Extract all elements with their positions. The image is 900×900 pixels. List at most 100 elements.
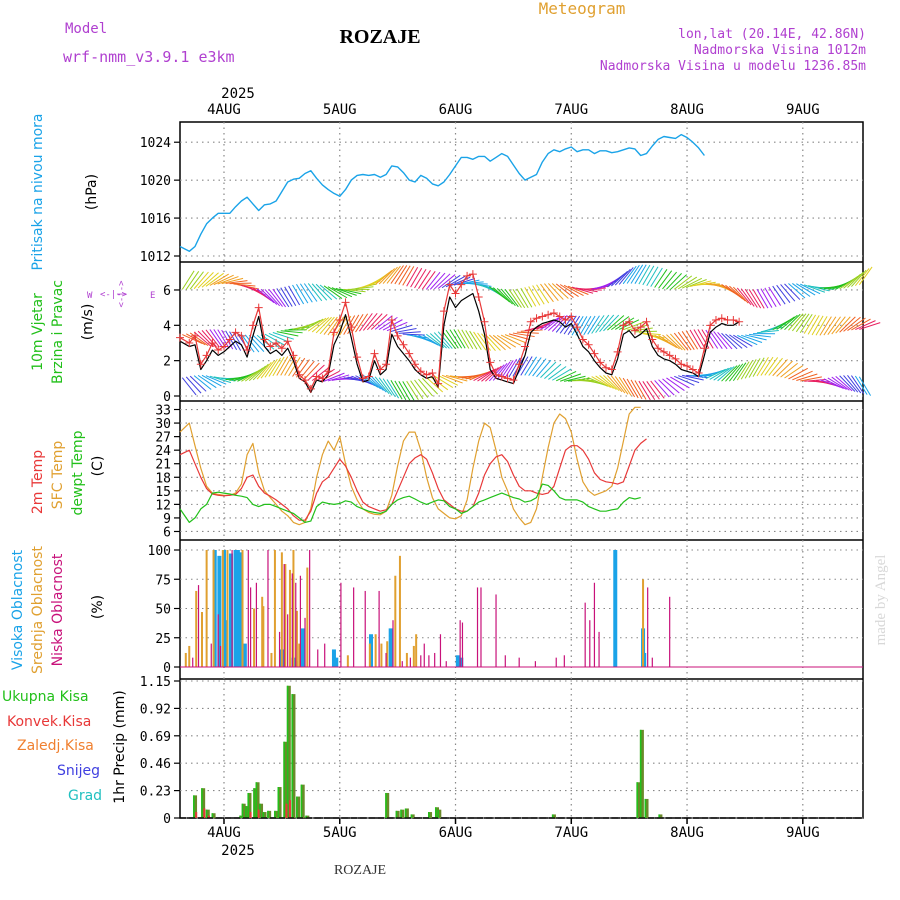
cloud-low-bar	[518, 657, 520, 667]
precip-total-edge	[211, 813, 214, 818]
wind-arrow	[233, 283, 256, 287]
precip-total-edge	[658, 814, 661, 818]
y-tick-label: 1016	[140, 212, 171, 227]
precip-total-bar	[255, 782, 260, 818]
wind-gust-marker	[544, 310, 553, 319]
top-day-label: 7AUG	[554, 102, 588, 118]
wind-arrow	[662, 378, 680, 394]
wind-gust-marker	[578, 335, 587, 344]
footer-station: ROZAJE	[334, 863, 386, 878]
precip-total-edge	[286, 685, 289, 818]
wind-arrow	[847, 271, 864, 288]
wind-arrow	[181, 377, 197, 396]
wind-arrow	[394, 265, 408, 285]
wind-gust-marker	[503, 374, 512, 383]
wind-gust-marker	[526, 317, 535, 326]
wind-gust-marker	[630, 326, 639, 335]
wind-arrow	[851, 269, 867, 287]
wind-arrow	[847, 317, 866, 331]
wind-arrow	[240, 333, 255, 353]
wind-arrow	[418, 334, 439, 346]
wind-arrow	[764, 287, 777, 307]
wind-arrow	[603, 314, 620, 332]
wind-arrow	[355, 313, 369, 333]
cloud-low-bar	[669, 596, 671, 667]
wind-arrow	[748, 289, 762, 309]
cloud-mid-bar	[288, 569, 291, 667]
bottom-day-label: 7AUG	[554, 825, 588, 841]
wind-arrow	[252, 363, 269, 381]
wind-arrow	[551, 315, 568, 332]
wind-gust-marker	[735, 317, 744, 326]
wind-gust-marker	[515, 360, 524, 369]
wind-arrow	[689, 280, 712, 287]
wind-arrow	[654, 269, 668, 288]
wind-arrow	[256, 361, 272, 380]
wind-gust-marker	[306, 384, 315, 393]
wind-arrow	[784, 283, 801, 300]
temp-title-1: 2m Temp	[30, 450, 46, 514]
wind-arrow	[626, 378, 639, 399]
wind-arrow	[705, 368, 726, 379]
cloud-low-bar	[304, 617, 306, 667]
wind-arrow	[654, 380, 670, 398]
wind-arrow	[540, 361, 557, 379]
y-tick-label: 50	[155, 603, 171, 618]
wind-arrow	[410, 380, 424, 400]
cloud-low-bar	[219, 645, 222, 667]
precip-total-bar	[300, 784, 305, 818]
wind-arrow	[548, 366, 567, 380]
wind-arrow	[386, 379, 400, 399]
wind-arrow	[768, 357, 783, 376]
precip-conv-bar	[203, 808, 206, 818]
wind-arrow	[244, 334, 260, 353]
wind-arrow	[756, 329, 779, 334]
wind-arrow	[732, 362, 747, 382]
cloud-low-bar	[428, 655, 430, 667]
wind-arrow	[784, 365, 803, 379]
precip-total-bar	[395, 810, 400, 818]
wind-arrow	[197, 272, 214, 289]
wind-arrow	[280, 356, 293, 376]
wind-arrow	[280, 330, 303, 334]
wind-arrow	[780, 284, 796, 302]
wind-gust-marker	[214, 346, 223, 355]
wind-arrow	[800, 283, 821, 295]
wind-gust-marker	[399, 340, 408, 349]
precip-total-bar	[277, 787, 282, 818]
dewpt-line	[179, 483, 641, 524]
cloud-low-bar	[598, 631, 600, 667]
cloud-mid-bar	[184, 652, 187, 667]
wind-arrow	[823, 316, 837, 336]
precip-total-bar	[305, 815, 310, 818]
wind-arrow	[528, 286, 541, 306]
wind-arrow	[303, 362, 320, 380]
wind-arrow	[504, 334, 526, 344]
precip-legend-conv: Konvek.Kisa	[7, 714, 91, 730]
wind-arrow	[626, 324, 649, 331]
wind-arrow	[776, 360, 793, 377]
y-tick-label: 4	[163, 319, 171, 334]
cloud-low-bar	[247, 550, 249, 667]
wind-arrow	[225, 330, 238, 351]
wind-arrow	[241, 369, 261, 382]
wind-arrow	[725, 364, 741, 382]
precip-total-bar	[274, 810, 279, 818]
wind-arrow	[500, 360, 514, 380]
wind-arrow	[492, 334, 511, 350]
wind-arrow	[351, 286, 374, 290]
wind-arrow	[520, 287, 533, 308]
wind-arrow	[851, 375, 865, 394]
wind-arrow	[217, 329, 230, 349]
wind-arrow	[189, 332, 209, 347]
wind-arrow	[319, 316, 335, 335]
cloud-high-bar	[221, 550, 226, 667]
cloud-low-bar	[434, 652, 436, 667]
wind-arrow	[193, 331, 212, 347]
wind-gust-marker	[474, 293, 483, 302]
wind-arrow	[437, 274, 456, 289]
temp-2m-line	[179, 438, 647, 521]
wind-gust-marker	[358, 374, 367, 383]
pressure-title-group: Pritisak na nivou mora (hPa)	[30, 113, 100, 270]
wind-arrow	[772, 285, 786, 305]
